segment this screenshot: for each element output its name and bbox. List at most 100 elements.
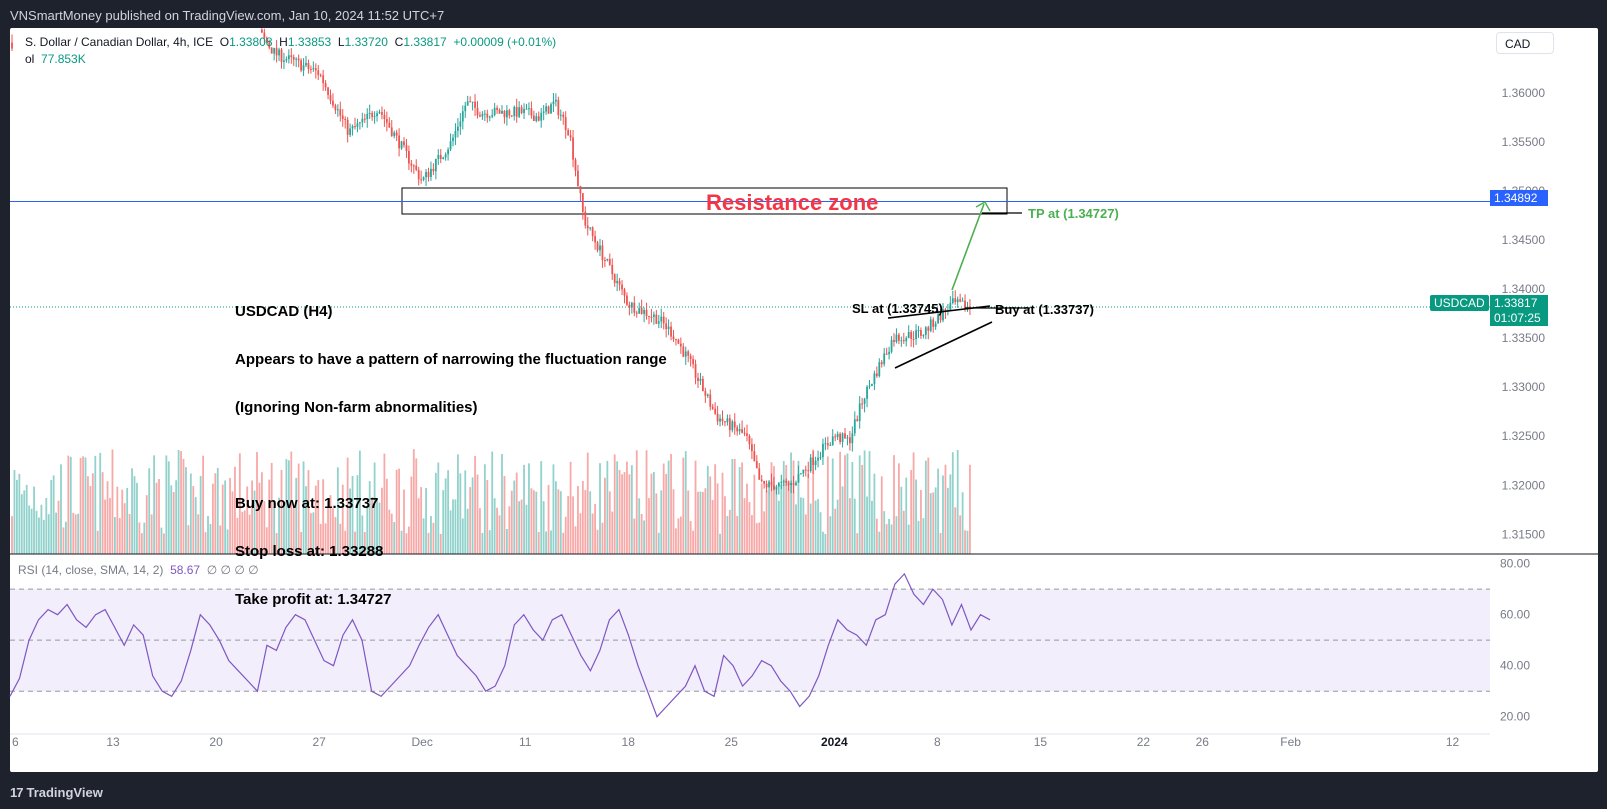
volume-bar <box>498 515 501 554</box>
volume-bar <box>270 462 273 554</box>
volume-bar <box>136 482 138 554</box>
candle-body <box>773 485 775 490</box>
volume-bar <box>697 491 699 554</box>
candle-body <box>405 145 408 151</box>
candle-body <box>824 443 827 445</box>
volume-bar <box>677 518 680 554</box>
candle-body <box>437 154 440 159</box>
volume-bar <box>775 488 778 554</box>
candle-body <box>268 42 271 48</box>
volume-bar <box>52 475 55 554</box>
currency-button[interactable]: CAD <box>1496 32 1554 54</box>
candle-body <box>312 68 315 70</box>
volume-bar <box>368 481 371 554</box>
candle-body <box>679 343 682 347</box>
volume-bar <box>415 458 418 554</box>
volume-bar <box>189 473 192 554</box>
volume-bar <box>626 461 628 554</box>
volume-bar <box>885 524 888 554</box>
volume-bar <box>366 507 369 554</box>
volume-bar <box>893 455 895 554</box>
candle-body <box>858 403 861 422</box>
rsi-tick-label: 80.00 <box>1500 557 1530 571</box>
candle-body <box>643 310 645 314</box>
candle-body <box>628 304 631 308</box>
volume-legend[interactable]: ol 77.853K <box>25 52 86 66</box>
candle-body <box>951 298 954 304</box>
volume-bar <box>836 499 839 554</box>
candle-body <box>508 110 511 116</box>
price-tick-label: 1.36000 <box>1502 86 1546 100</box>
volume-bar <box>123 503 126 554</box>
volume-bar <box>760 483 763 554</box>
candle-body <box>471 101 474 103</box>
volume-bar <box>180 451 182 554</box>
rsi-legend[interactable]: RSI (14, close, SMA, 14, 2) 58.67 ∅ ∅ ∅ … <box>18 563 259 577</box>
volume-bar <box>792 460 795 554</box>
candle-body <box>283 60 285 62</box>
volume-bar <box>817 499 819 554</box>
candle-body <box>684 351 687 357</box>
volume-bar <box>819 512 822 554</box>
candle-body <box>363 118 366 120</box>
candle-body <box>780 481 783 483</box>
volume-bar <box>841 486 844 554</box>
candle-body <box>937 314 939 324</box>
time-tick-label: 20 <box>209 735 223 749</box>
candle-body <box>506 110 508 118</box>
candle-body <box>817 457 819 461</box>
candle-body <box>415 165 418 170</box>
volume-bar <box>359 450 361 554</box>
note-line: Take profit at: 1.34727 <box>235 591 392 608</box>
volume-bar <box>932 492 935 554</box>
volume-bar <box>464 470 467 554</box>
volume-bar <box>743 498 746 554</box>
volume-bar <box>670 454 672 554</box>
tradingview-logo[interactable]: 17 TradingView <box>10 785 103 800</box>
candle-body <box>924 327 927 335</box>
volume-bar <box>87 476 89 554</box>
volume-bar <box>273 506 276 554</box>
volume-bar <box>138 522 141 554</box>
candle-body <box>385 118 388 123</box>
volume-bar <box>236 517 239 554</box>
candle-body <box>807 470 810 472</box>
tp-label: TP at (1.34727) <box>1028 206 1119 221</box>
volume-bar <box>305 486 307 554</box>
candle-body <box>422 177 425 180</box>
note-line: Buy now at: 1.33737 <box>235 495 379 512</box>
candle-body <box>706 394 709 396</box>
candle-body <box>361 118 364 123</box>
volume-bar <box>564 516 567 554</box>
volume-bar <box>356 475 359 554</box>
candle-body <box>689 355 692 360</box>
volume-bar <box>731 459 734 554</box>
volume-bar <box>400 530 403 554</box>
volume-bar <box>853 498 856 554</box>
candle-body <box>753 451 756 462</box>
volume-bar <box>915 479 917 554</box>
candle-body <box>883 353 886 365</box>
candle-body <box>604 260 606 262</box>
volume-bar <box>956 450 959 554</box>
volume-bar <box>430 516 432 554</box>
bottom-bar <box>0 772 1607 809</box>
candle-body <box>525 108 528 110</box>
candle-body <box>594 236 596 243</box>
candle-body <box>555 99 557 102</box>
volume-bar <box>807 473 810 554</box>
candle-body <box>341 115 344 119</box>
candle-body <box>449 141 452 150</box>
brand-name: TradingView <box>26 785 103 800</box>
volume-bar <box>486 480 489 554</box>
candle-body <box>613 274 616 284</box>
symbol-legend[interactable]: S. Dollar / Canadian Dollar, 4h, ICE O1.… <box>25 35 556 49</box>
volume-bar <box>488 530 491 554</box>
volume-bar <box>302 461 305 554</box>
volume-bar <box>934 487 937 554</box>
candle-body <box>319 74 322 76</box>
volume-bar <box>278 497 280 554</box>
volume-bar <box>258 482 261 554</box>
candle-body <box>746 433 748 436</box>
